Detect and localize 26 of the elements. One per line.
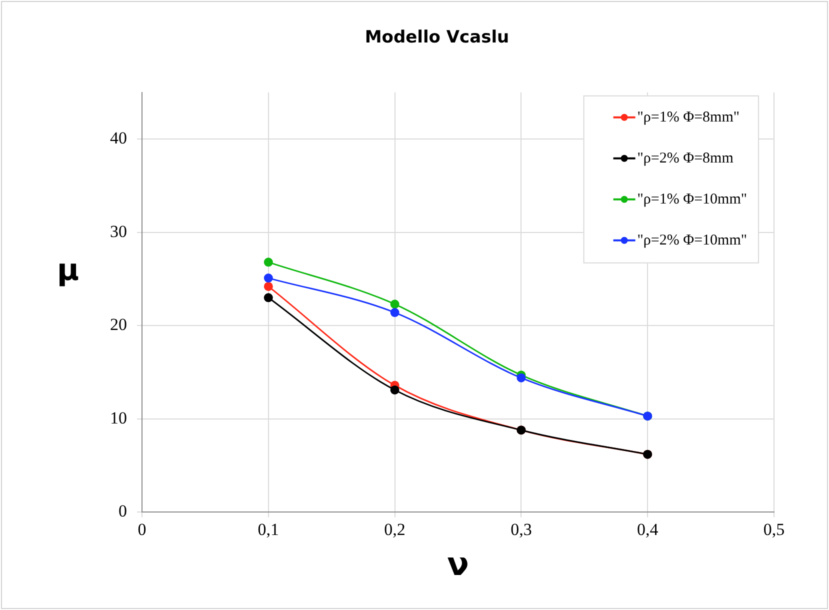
y-axis-title: μ	[56, 253, 80, 288]
x-tick-label: 0,2	[384, 520, 406, 539]
legend-label: "ρ=1% Φ=10mm"	[637, 191, 748, 208]
x-tick-label: 0,1	[258, 520, 280, 539]
y-tick-label: 0	[118, 502, 127, 521]
point	[264, 293, 273, 302]
legend-label: "ρ=2% Φ=8mm	[637, 150, 734, 166]
y-tick-label: 40	[110, 128, 127, 148]
y-tick-label: 10	[110, 408, 127, 428]
legend-label: "ρ=1% Φ=8mm"	[637, 109, 740, 126]
point	[390, 308, 400, 318]
x-tick-label: 0,4	[636, 520, 659, 539]
point	[516, 373, 526, 382]
legend-label: "ρ=2% Φ=10mm"	[637, 232, 748, 248]
point	[390, 385, 400, 394]
y-tick-label: 20	[110, 315, 127, 334]
x-axis-title: ν	[447, 545, 469, 584]
point	[390, 300, 400, 309]
x-tick-label: 0	[138, 520, 146, 539]
point	[264, 282, 273, 291]
x-tick-label: 0,3	[510, 520, 532, 539]
x-tick-label: 0,5	[763, 520, 785, 539]
y-tick-label: 30	[110, 222, 127, 241]
point	[264, 258, 273, 267]
chart-title: Modello Vcaslu	[364, 28, 510, 48]
point	[264, 274, 273, 283]
